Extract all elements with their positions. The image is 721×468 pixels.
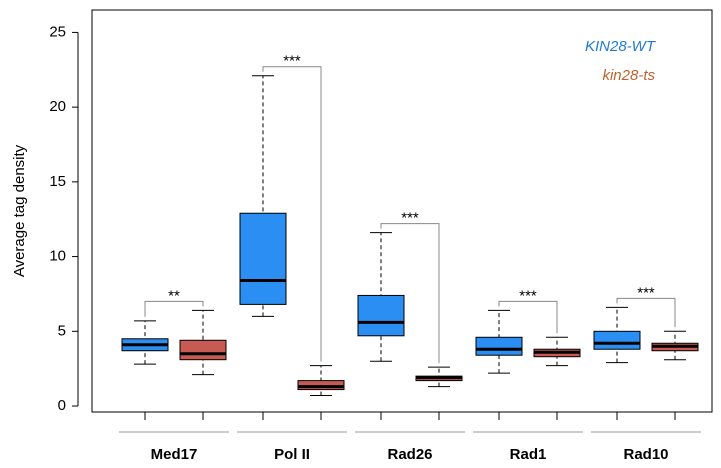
x-tick-label: Rad26 <box>387 446 432 463</box>
x-tick-label: Rad10 <box>623 446 668 463</box>
box <box>239 212 287 305</box>
significance-bracket <box>262 66 322 362</box>
significance-bracket <box>616 297 676 328</box>
significance-label: *** <box>283 53 301 70</box>
box <box>179 339 227 361</box>
significance-bracket <box>498 300 558 334</box>
significance-label: *** <box>401 210 419 227</box>
significance-label: *** <box>519 287 537 304</box>
box <box>475 336 523 356</box>
plot-frame <box>91 9 713 413</box>
y-tick-label: 0 <box>58 397 66 414</box>
y-tick-label: 20 <box>49 98 66 115</box>
box <box>357 294 405 337</box>
legend-entry: KIN28-WT <box>585 38 657 55</box>
y-tick-label: 5 <box>58 322 66 339</box>
significance-bracket <box>380 223 440 364</box>
y-tick-label: 15 <box>49 173 66 190</box>
significance-label: ** <box>168 287 180 304</box>
significance-bracket <box>144 300 204 317</box>
y-axis-label: Average tag density <box>11 144 28 277</box>
x-tick-label: Rad1 <box>510 446 547 463</box>
box <box>593 330 641 350</box>
x-tick-label: Pol II <box>274 446 310 463</box>
significance-label: *** <box>637 284 655 301</box>
y-tick-label: 25 <box>49 23 66 40</box>
x-tick-label: Med17 <box>151 446 198 463</box>
y-tick-label: 10 <box>49 248 66 265</box>
legend-entry: kin28-ts <box>602 67 655 84</box>
